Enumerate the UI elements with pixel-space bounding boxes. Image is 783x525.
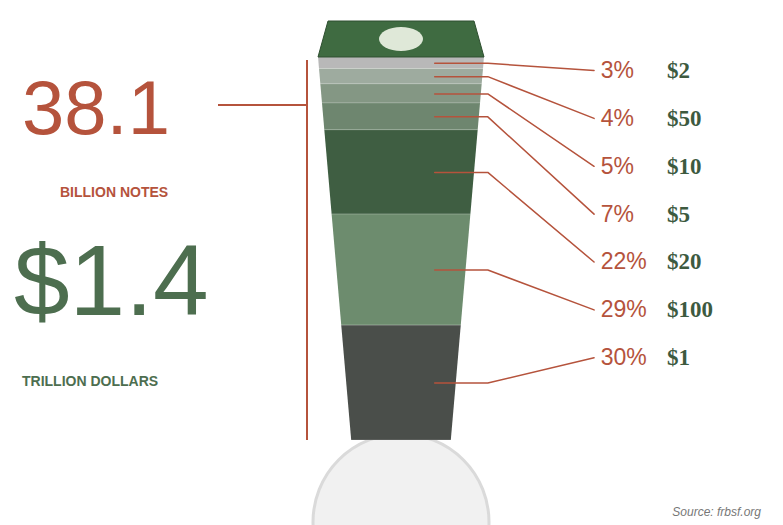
svg-text:$2: $2 — [667, 58, 690, 83]
svg-text:22%: 22% — [601, 248, 647, 274]
html-text:BILLION NOTES: BILLION NOTES — [60, 184, 169, 200]
html-text:TRILLION DOLLARS: TRILLION DOLLARS — [22, 373, 159, 389]
svg-text:$5: $5 — [667, 202, 690, 227]
svg-text:$1: $1 — [667, 345, 690, 370]
svg-text:30%: 30% — [601, 344, 647, 370]
svg-text:$10: $10 — [667, 154, 702, 179]
html-text:Source: frbsf.org: Source: frbsf.org — [672, 505, 761, 519]
html-text:38.1: 38.1 — [22, 65, 170, 150]
svg-text:5%: 5% — [601, 153, 634, 179]
svg-text:3%: 3% — [601, 57, 634, 83]
svg-text:$20: $20 — [667, 249, 702, 274]
html-text:$1.4: $1.4 — [14, 224, 209, 336]
svg-text:$100: $100 — [667, 297, 713, 322]
svg-text:$50: $50 — [667, 106, 702, 131]
svg-text:4%: 4% — [601, 105, 634, 131]
svg-text:7%: 7% — [601, 201, 634, 227]
svg-text:29%: 29% — [601, 296, 647, 322]
